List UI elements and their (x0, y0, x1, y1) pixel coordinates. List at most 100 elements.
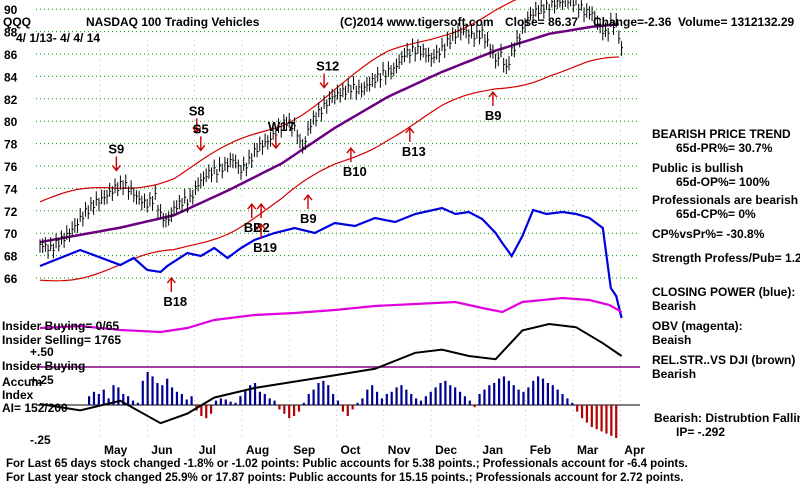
buy-signal-label: B19 (253, 240, 277, 255)
accum-bar (571, 402, 574, 405)
buy-signal-label: B9 (485, 108, 502, 123)
price-tick-label: 66 (4, 272, 18, 286)
obv-label: OBV (magenta): (652, 319, 743, 333)
accum-bar (239, 396, 242, 405)
accum-bar (229, 401, 232, 405)
accum-bar (566, 398, 569, 405)
month-label: Apr (624, 443, 645, 457)
obv-line (39, 296, 623, 334)
accum-bar (112, 385, 115, 405)
accum-bar (424, 396, 427, 405)
accum-bar (205, 405, 208, 419)
closing-power-label: CLOSING POWER (blue): (652, 285, 795, 299)
accum-bar (258, 391, 262, 405)
accum-bar (107, 398, 110, 405)
accum-label: Accum (2, 375, 42, 389)
price-tick-label: 88 (4, 26, 18, 40)
price-tick-label: 84 (4, 70, 18, 84)
accum-bar (541, 378, 545, 405)
accum-bar (268, 398, 271, 405)
accum-bar (390, 391, 393, 405)
date-range: 4/ 1/13- 4/ 4/ 14 (16, 31, 100, 45)
moving-average-line (39, 22, 620, 244)
accum-bar (605, 405, 608, 434)
lower-band (39, 56, 619, 282)
accum-bar (307, 394, 310, 405)
gridlines (36, 8, 640, 440)
accum-bar (263, 394, 266, 405)
price-bands (39, 0, 620, 282)
accum-bar (493, 383, 496, 405)
accum-bar (595, 405, 598, 430)
buy-signal-label: B10 (343, 164, 367, 179)
buy-arrow-head (346, 146, 356, 154)
accum-bar (351, 405, 354, 410)
accum-bar (449, 385, 452, 405)
chart-title: NASDAQ 100 Trading Vehicles (86, 15, 260, 29)
accum-bar (546, 383, 549, 405)
insider-buying-label-2: Insider Buying (2, 359, 85, 373)
accum-bar (556, 389, 559, 405)
accum-tick-label: +.25 (30, 373, 54, 387)
accum-bar (249, 385, 252, 405)
accum-bar (273, 400, 276, 405)
left-labels: Insider Buying= 0/65 Insider Selling= 17… (2, 319, 121, 415)
month-label: Nov (388, 443, 411, 457)
accum-bar (146, 372, 149, 405)
accum-bar (517, 389, 520, 405)
accum-bar (170, 387, 174, 405)
sell-arrow-head (271, 142, 281, 150)
price-tick-label: 80 (4, 115, 18, 129)
month-label: Dec (435, 443, 457, 457)
trend-value: 65d-PR%= 30.7% (676, 141, 773, 155)
accum-bar (444, 380, 447, 405)
month-label: Oct (341, 443, 361, 457)
sell-arrow-head (192, 126, 202, 134)
accum-bar (234, 402, 237, 405)
accum-bar (527, 387, 530, 405)
accum-bar (117, 387, 120, 405)
accum-bar (302, 402, 305, 405)
sell-arrow-head (319, 82, 329, 89)
accum-bar (317, 383, 320, 405)
accum-bar (356, 402, 359, 405)
accum-bar (253, 383, 257, 405)
accum-bar (454, 387, 457, 405)
buy-signal-label: B9 (300, 211, 317, 226)
price-tick-label: 90 (4, 3, 18, 17)
accum-bar (497, 378, 501, 405)
accum-bar (332, 394, 335, 405)
accum-bar (615, 405, 618, 438)
accum-bar (366, 389, 369, 405)
accum-bar (478, 394, 481, 405)
price-tick-label: 86 (4, 48, 18, 62)
change-value: Change=-2.36 (593, 15, 672, 29)
accum-bar (336, 400, 340, 405)
accum-bar (210, 405, 213, 414)
prof-label: Professionals are bearish (652, 193, 798, 207)
cp-vs-pr: CP%vsPr%= -30.8% (652, 227, 765, 241)
price-tick-label: 72 (4, 205, 18, 219)
footer-line-1: For Last 65 days stock changed -1.8% or … (6, 458, 688, 470)
month-label: May (104, 443, 128, 457)
accum-bar (371, 385, 374, 405)
price-tick-label: 68 (4, 250, 18, 264)
prof-value: 65d-CP%= 0% (676, 207, 756, 221)
accum-bar (463, 396, 467, 405)
accum-bar (97, 394, 100, 405)
insider-buying-label: Insider Buying= 0/65 (2, 319, 119, 333)
accum-bar (512, 385, 515, 405)
accum-bar (522, 391, 525, 405)
obv-value: Beaish (652, 333, 691, 347)
accum-bar (322, 380, 325, 405)
right-panel: BEARISH PRICE TREND 65d-PR%= 30.7% Publi… (652, 127, 800, 439)
accum-bar (127, 396, 130, 405)
accum-bar (131, 400, 135, 405)
accum-bar (122, 394, 125, 405)
buy-signal-label: B2 (244, 220, 261, 235)
accum-bar (380, 398, 384, 405)
accum-bar (580, 405, 584, 419)
closing-power-value: Bearish (652, 299, 696, 313)
